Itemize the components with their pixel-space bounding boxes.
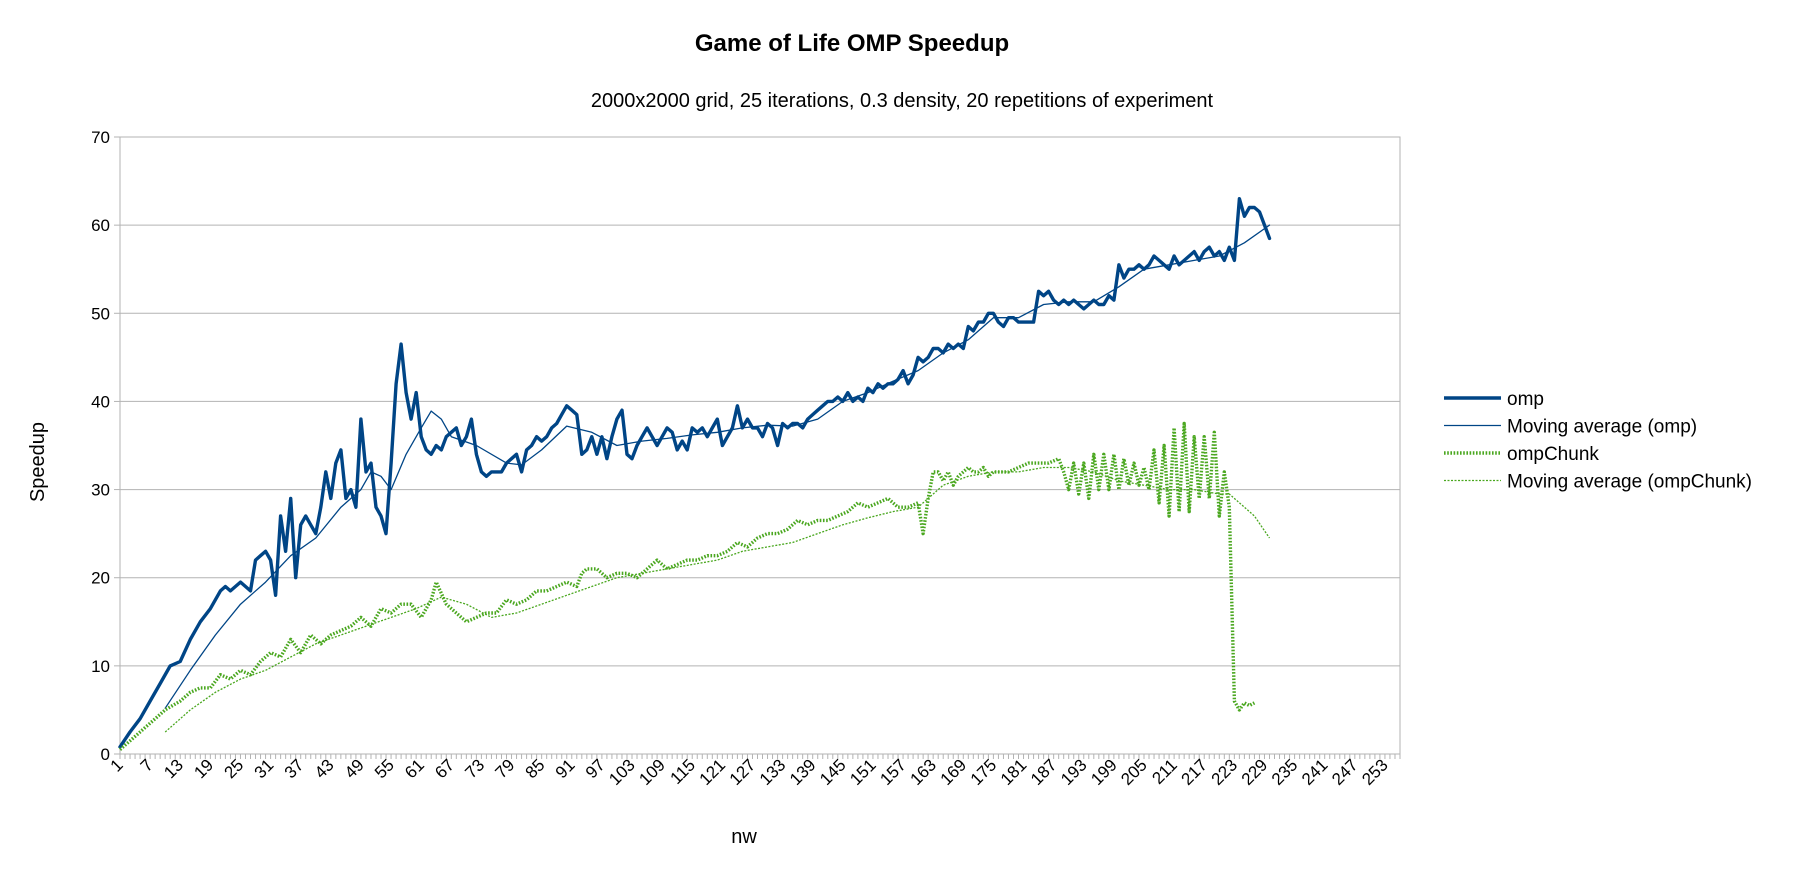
legend-label: ompChunk [1507, 444, 1599, 465]
y-tick-label: 60 [91, 216, 110, 235]
x-tick-label: 169 [937, 755, 970, 788]
x-tick-label: 31 [251, 755, 278, 782]
x-tick-label: 199 [1087, 755, 1120, 788]
x-tick-label: 145 [816, 755, 849, 788]
x-tick-label: 223 [1208, 755, 1241, 788]
legend-label: Moving average (omp) [1507, 417, 1697, 438]
x-tick-label: 247 [1328, 755, 1361, 788]
x-tick-label: 163 [907, 755, 940, 788]
x-tick-label: 67 [431, 755, 458, 782]
x-tick-label: 211 [1148, 755, 1181, 788]
x-tick-label: 79 [492, 755, 519, 782]
x-tick-label: 73 [461, 755, 488, 782]
x-tick-label: 13 [160, 755, 187, 782]
plot-area [119, 136, 1401, 755]
y-tick-label: 20 [91, 569, 110, 588]
x-tick-label: 109 [635, 755, 668, 788]
x-tick-label: 121 [696, 755, 729, 788]
x-tick-label: 43 [311, 755, 338, 782]
x-tick-label: 193 [1057, 755, 1090, 788]
x-tick-label: 187 [1027, 755, 1060, 788]
series-line-2 [118, 421, 1256, 751]
x-tick-label: 85 [522, 755, 549, 782]
x-tick-label: 133 [756, 755, 789, 788]
x-tick-label: 1 [107, 755, 127, 775]
x-tick-label: 97 [582, 755, 609, 782]
y-axis-title: Speedup [27, 422, 49, 502]
x-tick-label: 103 [605, 755, 638, 788]
x-tick-label: 55 [371, 755, 398, 782]
y-tick-label: 40 [91, 392, 110, 411]
legend-label: Moving average (ompChunk) [1507, 472, 1752, 493]
x-axis-title: nw [731, 826, 757, 848]
x-tick-label: 157 [876, 755, 909, 788]
x-tick-label: 205 [1117, 755, 1150, 788]
y-tick-label: 0 [101, 745, 110, 764]
x-tick-label: 19 [190, 755, 217, 782]
x-tick-label: 115 [666, 755, 699, 788]
series-lines [118, 197, 1272, 751]
x-tick-label: 61 [401, 755, 428, 782]
x-tick-label: 241 [1298, 755, 1331, 788]
series-line-0 [118, 197, 1272, 749]
chart-title: Game of Life OMP Speedup [695, 30, 1009, 57]
y-tick-label: 50 [91, 304, 110, 323]
x-tick-label: 91 [552, 755, 579, 782]
x-tick-labels: 1 7 13 19 25 31 37 43 49 55 61 67 73 79 85 91 9710310911… [107, 755, 1392, 788]
chart-subtitle: 2000x2000 grid, 25 iterations, 0.3 densi… [591, 90, 1214, 112]
x-tick-label: 229 [1238, 755, 1271, 788]
series-line-1 [164, 224, 1271, 709]
x-tick-label: 235 [1268, 755, 1301, 788]
y-tick-label: 30 [91, 481, 110, 500]
y-tick-labels: 0 10 20 30 40 50 60 70 [91, 128, 110, 764]
x-tick-label: 151 [846, 755, 879, 788]
x-tick-label: 139 [786, 755, 819, 788]
x-tick-label: 49 [341, 755, 368, 782]
x-tick-label: 217 [1178, 755, 1211, 788]
legend-label: omp [1507, 389, 1544, 410]
x-tick-label: 175 [967, 755, 1000, 788]
series-line-3 [164, 466, 1271, 733]
x-tick-label: 181 [997, 755, 1030, 788]
grid-lines [114, 136, 1401, 759]
x-tick-label: 253 [1358, 755, 1391, 788]
y-tick-label: 10 [91, 657, 110, 676]
legend: omp Moving average (omp) ompChunk Moving av… [1444, 389, 1752, 493]
x-tick-label: 7 [137, 755, 157, 775]
x-tick-label: 127 [726, 755, 759, 788]
x-tick-label: 25 [220, 755, 247, 782]
x-tick-label: 37 [281, 755, 308, 782]
y-tick-label: 70 [91, 128, 110, 147]
